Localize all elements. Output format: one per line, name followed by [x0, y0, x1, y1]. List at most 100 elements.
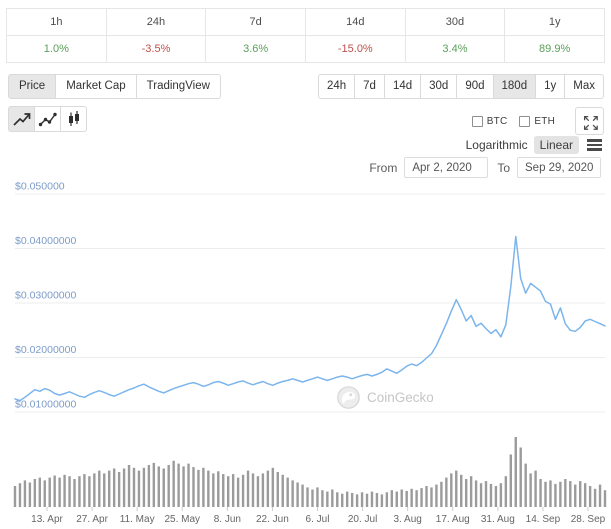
volume-bar	[316, 487, 319, 507]
chart-tabs: Price Market Cap TradingView	[8, 74, 221, 99]
volume-bar	[13, 486, 17, 507]
volume-bar	[509, 454, 512, 507]
volume-bar	[311, 489, 314, 507]
volume-bar	[63, 474, 66, 507]
volume-bar	[425, 486, 428, 507]
range-max[interactable]: Max	[564, 74, 604, 99]
volume-bar	[167, 465, 170, 507]
logarithmic-button[interactable]: Logarithmic	[460, 136, 534, 154]
volume-bar	[137, 470, 141, 507]
volume-bar	[157, 466, 160, 507]
from-date-input[interactable]	[404, 157, 489, 178]
volume-bar	[207, 470, 210, 507]
volume-bar	[217, 471, 220, 507]
range-180d[interactable]: 180d	[492, 74, 537, 99]
range-30d[interactable]: 30d	[420, 74, 458, 99]
volume-bar	[464, 479, 468, 507]
volume-bar	[380, 494, 384, 507]
volume-bar	[579, 481, 582, 507]
chart-type-line-button[interactable]	[8, 106, 35, 132]
volume-bar	[455, 470, 458, 507]
volume-bar	[435, 484, 438, 507]
volume-bar	[479, 483, 483, 507]
volume-bar	[395, 491, 398, 507]
tab-market-cap[interactable]: Market Cap	[55, 74, 137, 99]
range-1y[interactable]: 1y	[535, 74, 566, 99]
x-axis-label: 17. Aug	[436, 514, 470, 525]
volume-bar	[127, 465, 131, 507]
btc-label: BTC	[486, 115, 508, 127]
y-axis-label: $0.01000000	[15, 399, 76, 411]
volume-bar	[410, 488, 413, 507]
volume-bar	[559, 481, 562, 507]
volume-bar	[33, 479, 37, 507]
volume-bar	[177, 463, 180, 507]
volume-bar	[534, 470, 537, 507]
y-axis-label: $0.02000000	[15, 344, 76, 356]
range-24h[interactable]: 24h	[317, 74, 356, 99]
volume-bar	[187, 463, 190, 507]
x-axis-label: 25. May	[164, 514, 200, 525]
change-value-30d: 3.4%	[404, 35, 506, 63]
tab-tradingview[interactable]: TradingView	[135, 74, 221, 99]
change-value-14d: -15.0%	[304, 35, 406, 63]
volume-bar	[405, 490, 408, 507]
volume-bar	[58, 477, 61, 507]
volume-bar	[261, 473, 265, 507]
volume-bar	[306, 487, 309, 507]
range-90d[interactable]: 90d	[456, 74, 494, 99]
volume-bar	[281, 474, 284, 507]
volume-bar	[142, 467, 146, 507]
price-chart[interactable]: $0.050000 $0.04000000 $0.03000000 $0.020000…	[0, 178, 611, 529]
to-date-input[interactable]	[517, 157, 601, 178]
volume-bar	[222, 474, 225, 507]
btc-checkbox[interactable]	[471, 115, 483, 127]
volume-bar	[360, 492, 364, 507]
range-14d[interactable]: 14d	[383, 74, 422, 99]
range-7d[interactable]: 7d	[354, 74, 385, 99]
x-axis-label: 27. Apr	[76, 514, 108, 525]
chart-type-candlestick-button[interactable]	[60, 106, 87, 132]
coingecko-watermark: CoinGecko	[337, 386, 434, 409]
x-axis-label: 6. Jul	[306, 514, 330, 525]
eth-checkbox[interactable]	[519, 115, 531, 127]
chart-type-buttons	[8, 106, 87, 132]
range-buttons: 24h 7d 14d 30d 90d 180d 1y Max	[317, 74, 604, 99]
volume-bar	[341, 493, 344, 507]
volume-bar	[88, 476, 91, 507]
fullscreen-button[interactable]	[575, 107, 604, 135]
y-axis-label: $0.03000000	[15, 290, 76, 302]
x-axis-label: 28. Sep	[571, 514, 606, 525]
chart-menu-button[interactable]	[585, 135, 604, 155]
volume-bar	[212, 473, 215, 507]
volume-bar	[286, 477, 289, 507]
linear-button[interactable]: Linear	[533, 135, 579, 154]
x-axis-label: 8. Jun	[214, 514, 241, 525]
volume-bar	[554, 483, 557, 507]
volume-bar	[246, 470, 250, 507]
volume-bar	[103, 473, 106, 507]
volume-bar	[266, 470, 270, 507]
volume-bar	[236, 477, 240, 507]
volume-bar	[489, 483, 493, 507]
chart-type-dotted-line-button[interactable]	[34, 106, 61, 132]
volume-bar	[514, 437, 517, 507]
x-axis-label: 13. Apr	[31, 514, 63, 525]
volume-bar	[350, 493, 354, 507]
volume-bar	[18, 483, 22, 507]
tab-price[interactable]: Price	[8, 74, 57, 99]
volume-bar	[375, 493, 379, 507]
volume-bar	[301, 484, 304, 507]
volume-bar	[420, 488, 423, 507]
volume-bar	[93, 473, 96, 507]
expand-icon	[583, 115, 598, 130]
volume-bar	[345, 491, 349, 507]
volume-bar	[385, 492, 389, 507]
volume-bar	[182, 466, 185, 507]
volume-bar	[271, 467, 275, 507]
candlestick-icon	[68, 111, 79, 126]
x-axis-label: 22. Jun	[256, 514, 289, 525]
volume-bar	[519, 447, 522, 507]
volume-bar	[23, 480, 27, 507]
volume-bar	[43, 480, 46, 507]
